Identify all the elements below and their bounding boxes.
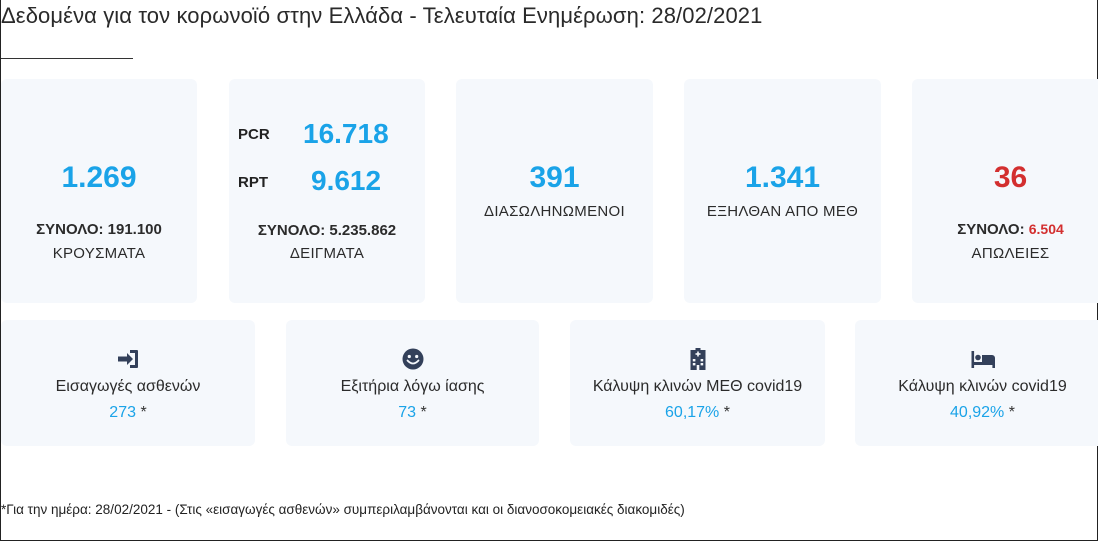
bed-coverage-value-line: 40,92% *	[855, 404, 1098, 422]
bed-icon	[971, 348, 995, 370]
hospital-icon	[686, 348, 710, 370]
pcr-value: 16.718	[303, 118, 389, 149]
discharges-card: Εξιτήρια λόγω ίασης 73 *	[286, 320, 539, 446]
admissions-value-line: 273 *	[1, 404, 255, 422]
icu-exits-value: 1.341	[744, 161, 821, 194]
icu-exits-card: 1.341 ΕΞΗΛΘΑΝ ΑΠΟ ΜΕΘ	[684, 79, 881, 303]
pcr-label: PCR	[238, 126, 270, 143]
page-title: Δεδομένα για τον κορωνοϊό στην Ελλάδα - …	[1, 3, 763, 28]
footnote: *Για την ημέρα: 28/02/2021 - (Στις «εισα…	[1, 502, 685, 517]
deaths-label: ΑΠΩΛΕΙΕΣ	[971, 245, 1050, 262]
title-underline	[1, 58, 133, 59]
discharges-value: 73	[398, 404, 417, 421]
intubated-card: 391 ΔΙΑΣΩΛΗΝΩΜΕΝΟΙ	[456, 79, 653, 303]
icu-coverage-label: Κάλυψη κλινών ΜΕΘ covid19	[592, 378, 803, 395]
rpt-label: RPT	[238, 174, 268, 191]
cases-value: 1.269	[61, 161, 137, 194]
icu-coverage-value: 60,17%	[665, 404, 720, 421]
rpt-value: 9.612	[311, 165, 382, 196]
deaths-card: 36 ΣΥΝΟΛΟ: 6.504 ΑΠΩΛΕΙΕΣ	[912, 79, 1098, 303]
intubated-value: 391	[529, 161, 580, 194]
sign-in-icon	[116, 348, 140, 370]
discharges-value-line: 73 *	[286, 404, 539, 422]
admissions-card: Εισαγωγές ασθενών 273 *	[1, 320, 255, 446]
icu-coverage-value-line: 60,17% *	[570, 404, 825, 422]
discharges-label: Εξιτήρια λόγω ίασης	[340, 378, 485, 395]
admissions-value: 273	[109, 404, 136, 421]
bed-coverage-label: Κάλυψη κλινών covid19	[898, 378, 1067, 395]
tests-card: PCR 16.718 RPT 9.612 ΣΥΝΟΛΟ: 5.235.862 Δ…	[229, 79, 425, 303]
smile-icon	[401, 348, 425, 370]
icu-coverage-mark: *	[723, 404, 730, 421]
deaths-total-value: 6.504	[1028, 221, 1064, 237]
bed-coverage-value: 40,92%	[950, 404, 1005, 421]
cases-card: 1.269 ΣΥΝΟΛΟ: 191.100 ΚΡΟΥΣΜΑΤΑ	[1, 79, 197, 303]
discharges-mark: *	[420, 404, 427, 421]
cases-total: ΣΥΝΟΛΟ: 191.100	[36, 221, 162, 238]
bed-coverage-card: Κάλυψη κλινών covid19 40,92% *	[855, 320, 1098, 446]
admissions-mark: *	[140, 404, 147, 421]
admissions-label: Εισαγωγές ασθενών	[55, 378, 201, 395]
tests-total: ΣΥΝΟΛΟ: 5.235.862	[257, 222, 397, 239]
deaths-total: ΣΥΝΟΛΟ: 6.504	[912, 221, 1098, 238]
icu-exits-label: ΕΞΗΛΘΑΝ ΑΠΟ ΜΕΘ	[706, 203, 859, 220]
deaths-value: 36	[993, 161, 1028, 194]
bed-coverage-mark: *	[1008, 404, 1015, 421]
cases-label: ΚΡΟΥΣΜΑΤΑ	[52, 245, 146, 262]
intubated-label: ΔΙΑΣΩΛΗΝΩΜΕΝΟΙ	[484, 203, 625, 220]
icu-coverage-card: Κάλυψη κλινών ΜΕΘ covid19 60,17% *	[570, 320, 825, 446]
deaths-total-prefix: ΣΥΝΟΛΟ:	[957, 221, 1029, 238]
tests-label: ΔΕΙΓΜΑΤΑ	[289, 245, 365, 262]
